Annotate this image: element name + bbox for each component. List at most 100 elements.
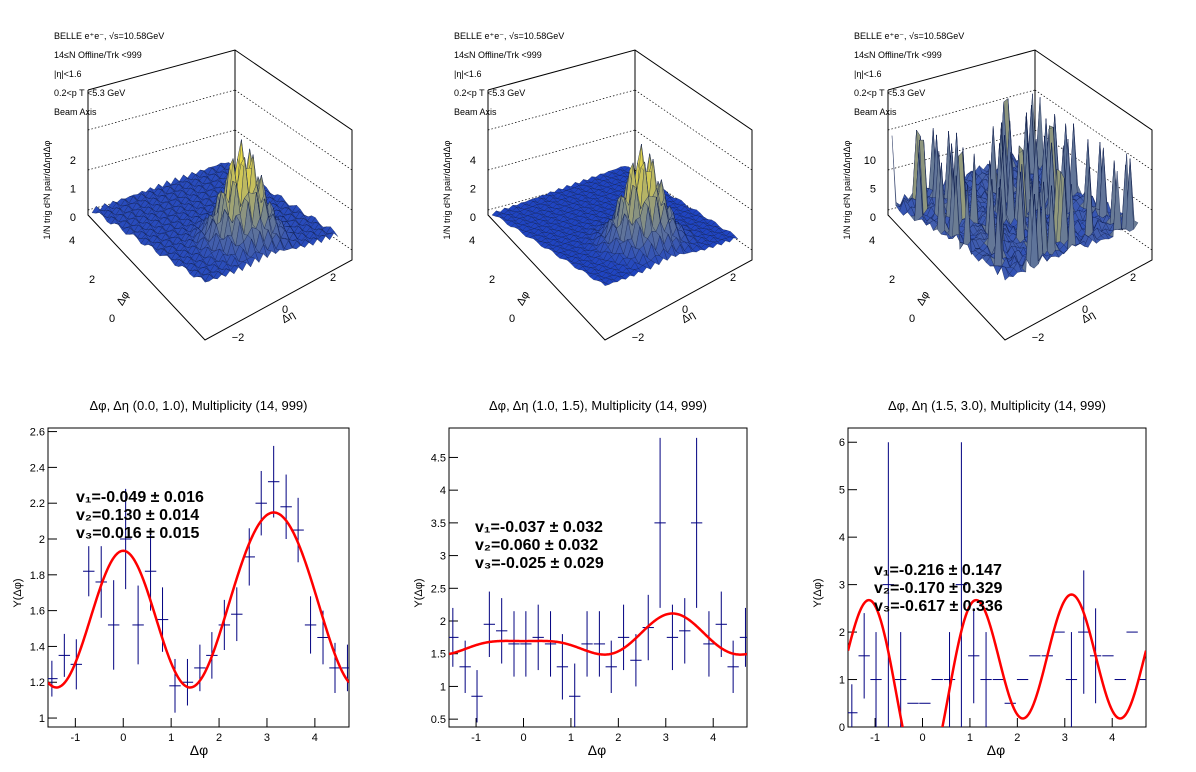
phi-tick-label: 4 (869, 235, 875, 247)
x-axis-label: Δφ (190, 742, 208, 758)
chart-title: Δφ, Δη (1.0, 1.5), Multiplicity (14, 999… (489, 398, 707, 413)
grid-line (487, 129, 636, 171)
surface-cell (1129, 158, 1139, 230)
y-tick-label: 3.5 (431, 518, 446, 530)
fit-parameter: v₃=-0.617 ± 0.336 (874, 598, 1003, 615)
fit-chart-1: Δφ, Δη (0.0, 1.0), Multiplicity (14, 999… (12, 398, 350, 758)
phi-tick-label: 0 (909, 313, 915, 325)
y-axis-label: Y(Δφ) (12, 578, 24, 607)
fit-parameter: v₂=-0.170 ± 0.329 (874, 580, 1003, 597)
y-tick-label: 4 (440, 485, 446, 497)
eta-tick-label: 2 (1130, 272, 1136, 284)
y-tick-label: 0.5 (431, 714, 446, 726)
fit-parameter: v₂=0.060 ± 0.032 (475, 537, 598, 554)
chart-title: Δφ, Δη (1.5, 3.0), Multiplicity (14, 999… (888, 398, 1106, 413)
info-line: BELLE e⁺e⁻, √s=10.58GeV (854, 31, 964, 41)
eta-tick-label: −2 (232, 332, 245, 344)
y-tick-label: 4 (839, 532, 845, 544)
y-tick-label: 2.4 (30, 462, 45, 474)
y-tick-label: 1.8 (30, 570, 45, 582)
phi-tick-label: 2 (89, 274, 95, 286)
grid-line (634, 129, 753, 211)
info-line: 0.2<p T <5.3 GeV (54, 88, 125, 98)
surface-mesh (491, 144, 739, 286)
eta-tick-label: −2 (1032, 332, 1045, 344)
surface-cell (993, 265, 1002, 276)
fit-curve (48, 511, 349, 689)
info-line: |η|<1.6 (54, 69, 81, 79)
y-tick-label: 1 (440, 681, 446, 693)
y-tick-label: 1.6 (30, 606, 45, 618)
y-tick-label: 1 (839, 675, 845, 687)
grid-line (487, 89, 636, 131)
y-tick-label: 6 (839, 437, 845, 449)
eta-tick-label: 0 (682, 304, 688, 316)
x-tick-label: -1 (70, 732, 80, 744)
eta-axis-label: Δη (280, 309, 298, 326)
fit-parameter: v₃=0.016 ± 0.015 (76, 525, 199, 542)
x-tick-label: 1 (967, 732, 973, 744)
y-tick-label: 2 (39, 534, 45, 546)
info-line: 0.2<p T <5.3 GeV (454, 88, 525, 98)
y-axis-label: Y(Δφ) (812, 578, 824, 607)
phi-axis-label: Δφ (115, 289, 133, 308)
z-axis-label: 1/N trig d²N pair/dΔηdΔφ (42, 140, 52, 239)
info-line: BELLE e⁺e⁻, √s=10.58GeV (54, 31, 164, 41)
y-tick-label: 1.5 (431, 649, 446, 661)
info-line: 14≤N Offline/Trk <999 (54, 50, 142, 60)
info-line: Beam Axis (854, 107, 897, 117)
eta-axis-label: Δη (680, 309, 698, 326)
y-tick-label: 2 (440, 616, 446, 628)
z-tick-label: 2 (70, 155, 76, 167)
z-tick-label: 5 (870, 184, 876, 196)
surface-panel-2: BELLE e⁺e⁻, √s=10.58GeV 14≤N Offline/Trk … (442, 31, 753, 344)
info-line: 14≤N Offline/Trk <999 (454, 50, 542, 60)
z-tick-label: 2 (470, 184, 476, 196)
x-tick-label: 4 (710, 732, 716, 744)
x-tick-label: -1 (870, 732, 880, 744)
x-axis-label: Δφ (588, 742, 606, 758)
z-axis-label: 1/N trig d²N pair/dΔηdΔφ (842, 140, 852, 239)
y-tick-label: 3 (839, 580, 845, 592)
phi-tick-label: 4 (69, 235, 75, 247)
x-tick-label: 3 (663, 732, 669, 744)
y-axis-label: Y(Δφ) (413, 578, 425, 607)
x-tick-label: 0 (120, 732, 126, 744)
y-tick-label: 4.5 (431, 452, 446, 464)
fit-parameter: v₁=-0.216 ± 0.147 (874, 562, 1002, 579)
phi-tick-label: 4 (469, 235, 475, 247)
x-tick-label: 1 (168, 732, 174, 744)
info-line: 14≤N Offline/Trk <999 (854, 50, 942, 60)
fit-chart-2: Δφ, Δη (1.0, 1.5), Multiplicity (14, 999… (413, 398, 748, 758)
z-axis-label: 1/N trig d²N pair/dΔηdΔφ (442, 140, 452, 239)
data-points (48, 445, 349, 713)
info-line: Beam Axis (454, 107, 497, 117)
eta-tick-label: −2 (632, 332, 645, 344)
x-tick-label: 4 (1109, 732, 1115, 744)
z-tick-label: 0 (870, 212, 876, 224)
phi-tick-label: 0 (109, 313, 115, 325)
surface-panel-3: BELLE e⁺e⁻, √s=10.58GeV 14≤N Offline/Trk … (842, 31, 1153, 344)
plot-frame (847, 427, 1147, 728)
surface-cell (246, 256, 256, 268)
y-tick-label: 2 (839, 627, 845, 639)
x-axis-label: Δφ (987, 742, 1005, 758)
info-line: Beam Axis (54, 107, 97, 117)
fit-curve (848, 593, 1146, 727)
data-points (848, 442, 1146, 727)
fit-chart-3: Δφ, Δη (1.5, 3.0), Multiplicity (14, 999… (812, 398, 1147, 758)
data-points (449, 437, 747, 727)
y-tick-label: 1.2 (30, 677, 45, 689)
x-tick-label: -1 (471, 732, 481, 744)
grid-line (1034, 129, 1153, 211)
info-line: |η|<1.6 (454, 69, 481, 79)
grid-line (887, 89, 1036, 131)
eta-tick-label: 0 (1082, 304, 1088, 316)
info-line: BELLE e⁺e⁻, √s=10.58GeV (454, 31, 564, 41)
grid-line (87, 89, 236, 131)
x-tick-label: 3 (1062, 732, 1068, 744)
y-tick-label: 2.5 (431, 583, 446, 595)
y-tick-label: 0 (839, 722, 845, 734)
y-tick-label: 2.2 (30, 498, 45, 510)
